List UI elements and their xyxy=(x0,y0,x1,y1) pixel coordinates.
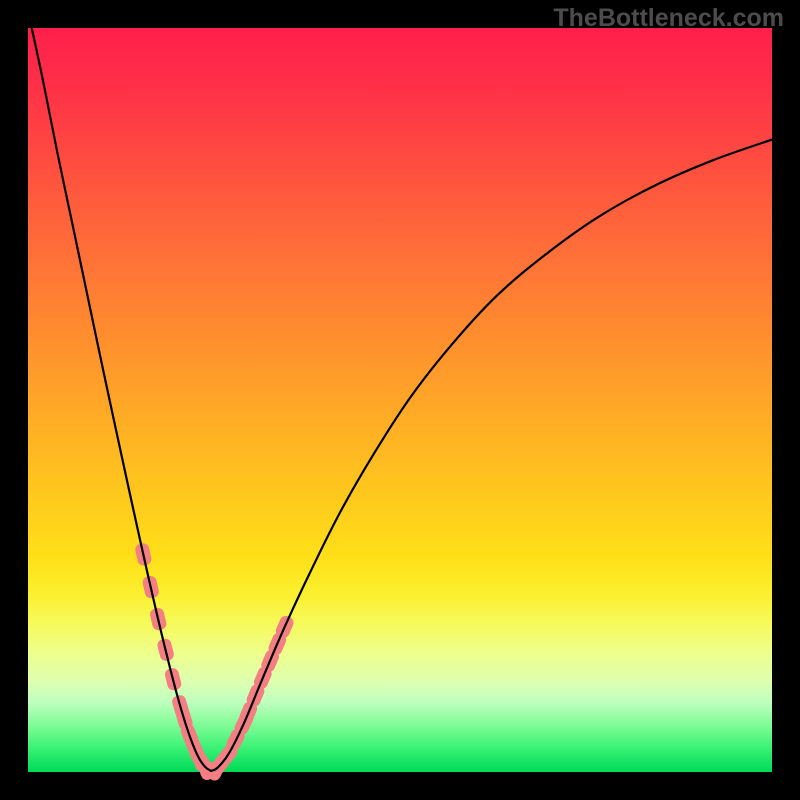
watermark-text: TheBottleneck.com xyxy=(553,4,784,33)
bottleneck-curve-layer xyxy=(28,28,772,772)
marker-strip-group xyxy=(134,542,295,783)
plot-area xyxy=(28,28,772,772)
curve-right-branch xyxy=(211,140,772,771)
curve-left-branch xyxy=(32,28,211,771)
